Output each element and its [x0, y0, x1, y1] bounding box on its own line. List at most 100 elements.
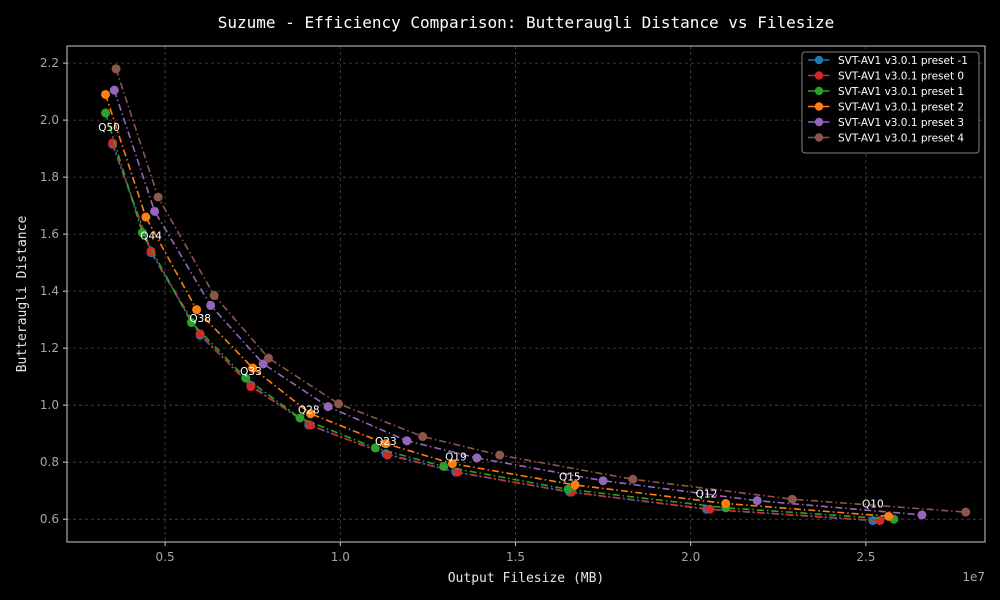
- legend-entry: SVT-AV1 v3.0.1 preset 0: [808, 71, 964, 83]
- data-point: [206, 300, 216, 310]
- data-point: [563, 484, 573, 494]
- data-point: [721, 499, 731, 509]
- data-point: [370, 443, 380, 453]
- data-point: [383, 450, 393, 460]
- series-6: [111, 64, 971, 517]
- series-3: [101, 108, 899, 524]
- y-tick-label: 1.0: [40, 398, 59, 412]
- quality-annotation: Q50: [98, 122, 120, 134]
- y-axis: 0.6 0.8 1.0 1.2 1.4 1.6 1.8 2.0 2.2: [40, 56, 67, 526]
- legend-entry: SVT-AV1 v3.0.1 preset 2: [808, 102, 964, 114]
- data-point: [263, 353, 273, 363]
- quality-annotation: Q10: [862, 499, 884, 511]
- quality-annotation: Q44: [140, 231, 162, 243]
- y-tick-label: 0.8: [40, 455, 59, 469]
- data-point: [248, 363, 258, 373]
- data-point: [884, 511, 894, 521]
- legend-swatch-marker: [814, 86, 824, 96]
- data-point: [153, 192, 163, 202]
- data-point: [628, 474, 638, 484]
- data-point: [241, 373, 251, 383]
- data-point: [209, 290, 219, 300]
- legend-entry: SVT-AV1 v3.0.1 preset 1: [808, 86, 964, 98]
- series-layer: [101, 64, 971, 526]
- x-tick-label: 2.0: [681, 550, 700, 564]
- data-point: [186, 318, 196, 328]
- annotations: Q50 Q44 Q38 Q33 Q28 Q23 Q19 Q15 Q12 Q10: [98, 122, 883, 510]
- data-point: [334, 399, 344, 409]
- x-axis: 0.5 1.0 1.5 2.0 2.5: [156, 542, 875, 564]
- chart-title: Suzume - Efficiency Comparison: Butterau…: [218, 13, 835, 32]
- data-point: [150, 206, 160, 216]
- quality-annotation: Q19: [445, 451, 467, 463]
- data-point: [598, 476, 608, 486]
- legend-entry: SVT-AV1 v3.0.1 preset 4: [808, 133, 964, 145]
- data-point: [418, 432, 428, 442]
- x-tick-label: 0.5: [156, 550, 175, 564]
- legend-box: [801, 51, 980, 154]
- y-tick-label: 2.0: [40, 113, 59, 127]
- series-line: [104, 112, 894, 520]
- legend-label: SVT-AV1 v3.0.1 preset 4: [838, 133, 964, 145]
- data-point: [101, 108, 111, 118]
- y-axis-label: Butteraugli Distance: [15, 216, 30, 373]
- data-point: [141, 212, 151, 222]
- series-4: [101, 89, 894, 521]
- quality-annotation: Q15: [559, 471, 581, 483]
- y-tick-label: 0.6: [40, 512, 59, 526]
- legend-swatch-marker: [814, 55, 824, 65]
- data-point: [787, 494, 797, 504]
- legend-swatch-marker: [814, 102, 824, 111]
- plot-area-frame: [66, 45, 986, 543]
- legend-entry: SVT-AV1 v3.0.1 preset -1: [808, 55, 968, 67]
- data-point: [917, 510, 927, 520]
- legend-label: SVT-AV1 v3.0.1 preset 0: [838, 71, 964, 83]
- x-tick-label: 1.5: [506, 550, 525, 564]
- quality-annotation: Q38: [189, 313, 211, 325]
- data-point: [195, 329, 205, 339]
- data-point: [752, 496, 762, 506]
- quality-annotation: Q12: [696, 489, 718, 501]
- x-tick-label: 1.0: [331, 550, 350, 564]
- legend-label: SVT-AV1 v3.0.1 preset 2: [838, 102, 964, 114]
- legend-swatch-marker: [814, 117, 824, 127]
- legend-entry: SVT-AV1 v3.0.1 preset 3: [808, 117, 964, 129]
- legend-label: SVT-AV1 v3.0.1 preset -1: [838, 55, 968, 67]
- data-point: [961, 507, 971, 517]
- data-point: [306, 420, 316, 430]
- legend: SVT-AV1 v3.0.1 preset -1 SVT-AV1 v3.0.1 p…: [801, 51, 980, 154]
- data-point: [295, 413, 305, 423]
- x-axis-offset-label: 1e7: [962, 570, 985, 584]
- data-point: [570, 480, 580, 490]
- y-tick-label: 2.2: [40, 56, 59, 70]
- data-point: [258, 359, 268, 369]
- data-point: [381, 439, 391, 449]
- data-point: [101, 89, 111, 99]
- data-point: [137, 228, 147, 238]
- data-point: [109, 85, 119, 95]
- data-point: [111, 64, 121, 74]
- data-point: [306, 409, 316, 419]
- quality-annotation: Q33: [240, 366, 262, 378]
- legend-label: SVT-AV1 v3.0.1 preset 3: [838, 117, 964, 129]
- legend-swatch-marker: [814, 133, 824, 142]
- legend-swatch-marker: [814, 71, 824, 80]
- x-axis-label: Output Filesize (MB): [448, 571, 605, 586]
- x-tick-label: 2.5: [856, 550, 875, 564]
- quality-annotation: Q23: [375, 436, 397, 448]
- series-line: [104, 94, 889, 518]
- data-point: [447, 459, 457, 469]
- data-point: [192, 305, 202, 315]
- data-point: [439, 461, 449, 471]
- legend-label: SVT-AV1 v3.0.1 preset 1: [838, 86, 964, 98]
- series-line: [113, 89, 922, 516]
- data-point: [323, 402, 333, 412]
- y-tick-label: 1.4: [40, 284, 59, 298]
- data-point: [705, 504, 715, 514]
- quality-annotation: Q28: [298, 404, 320, 416]
- data-point: [402, 436, 412, 446]
- y-tick-label: 1.8: [40, 170, 59, 184]
- series-line: [115, 68, 966, 513]
- y-tick-label: 1.2: [40, 341, 59, 355]
